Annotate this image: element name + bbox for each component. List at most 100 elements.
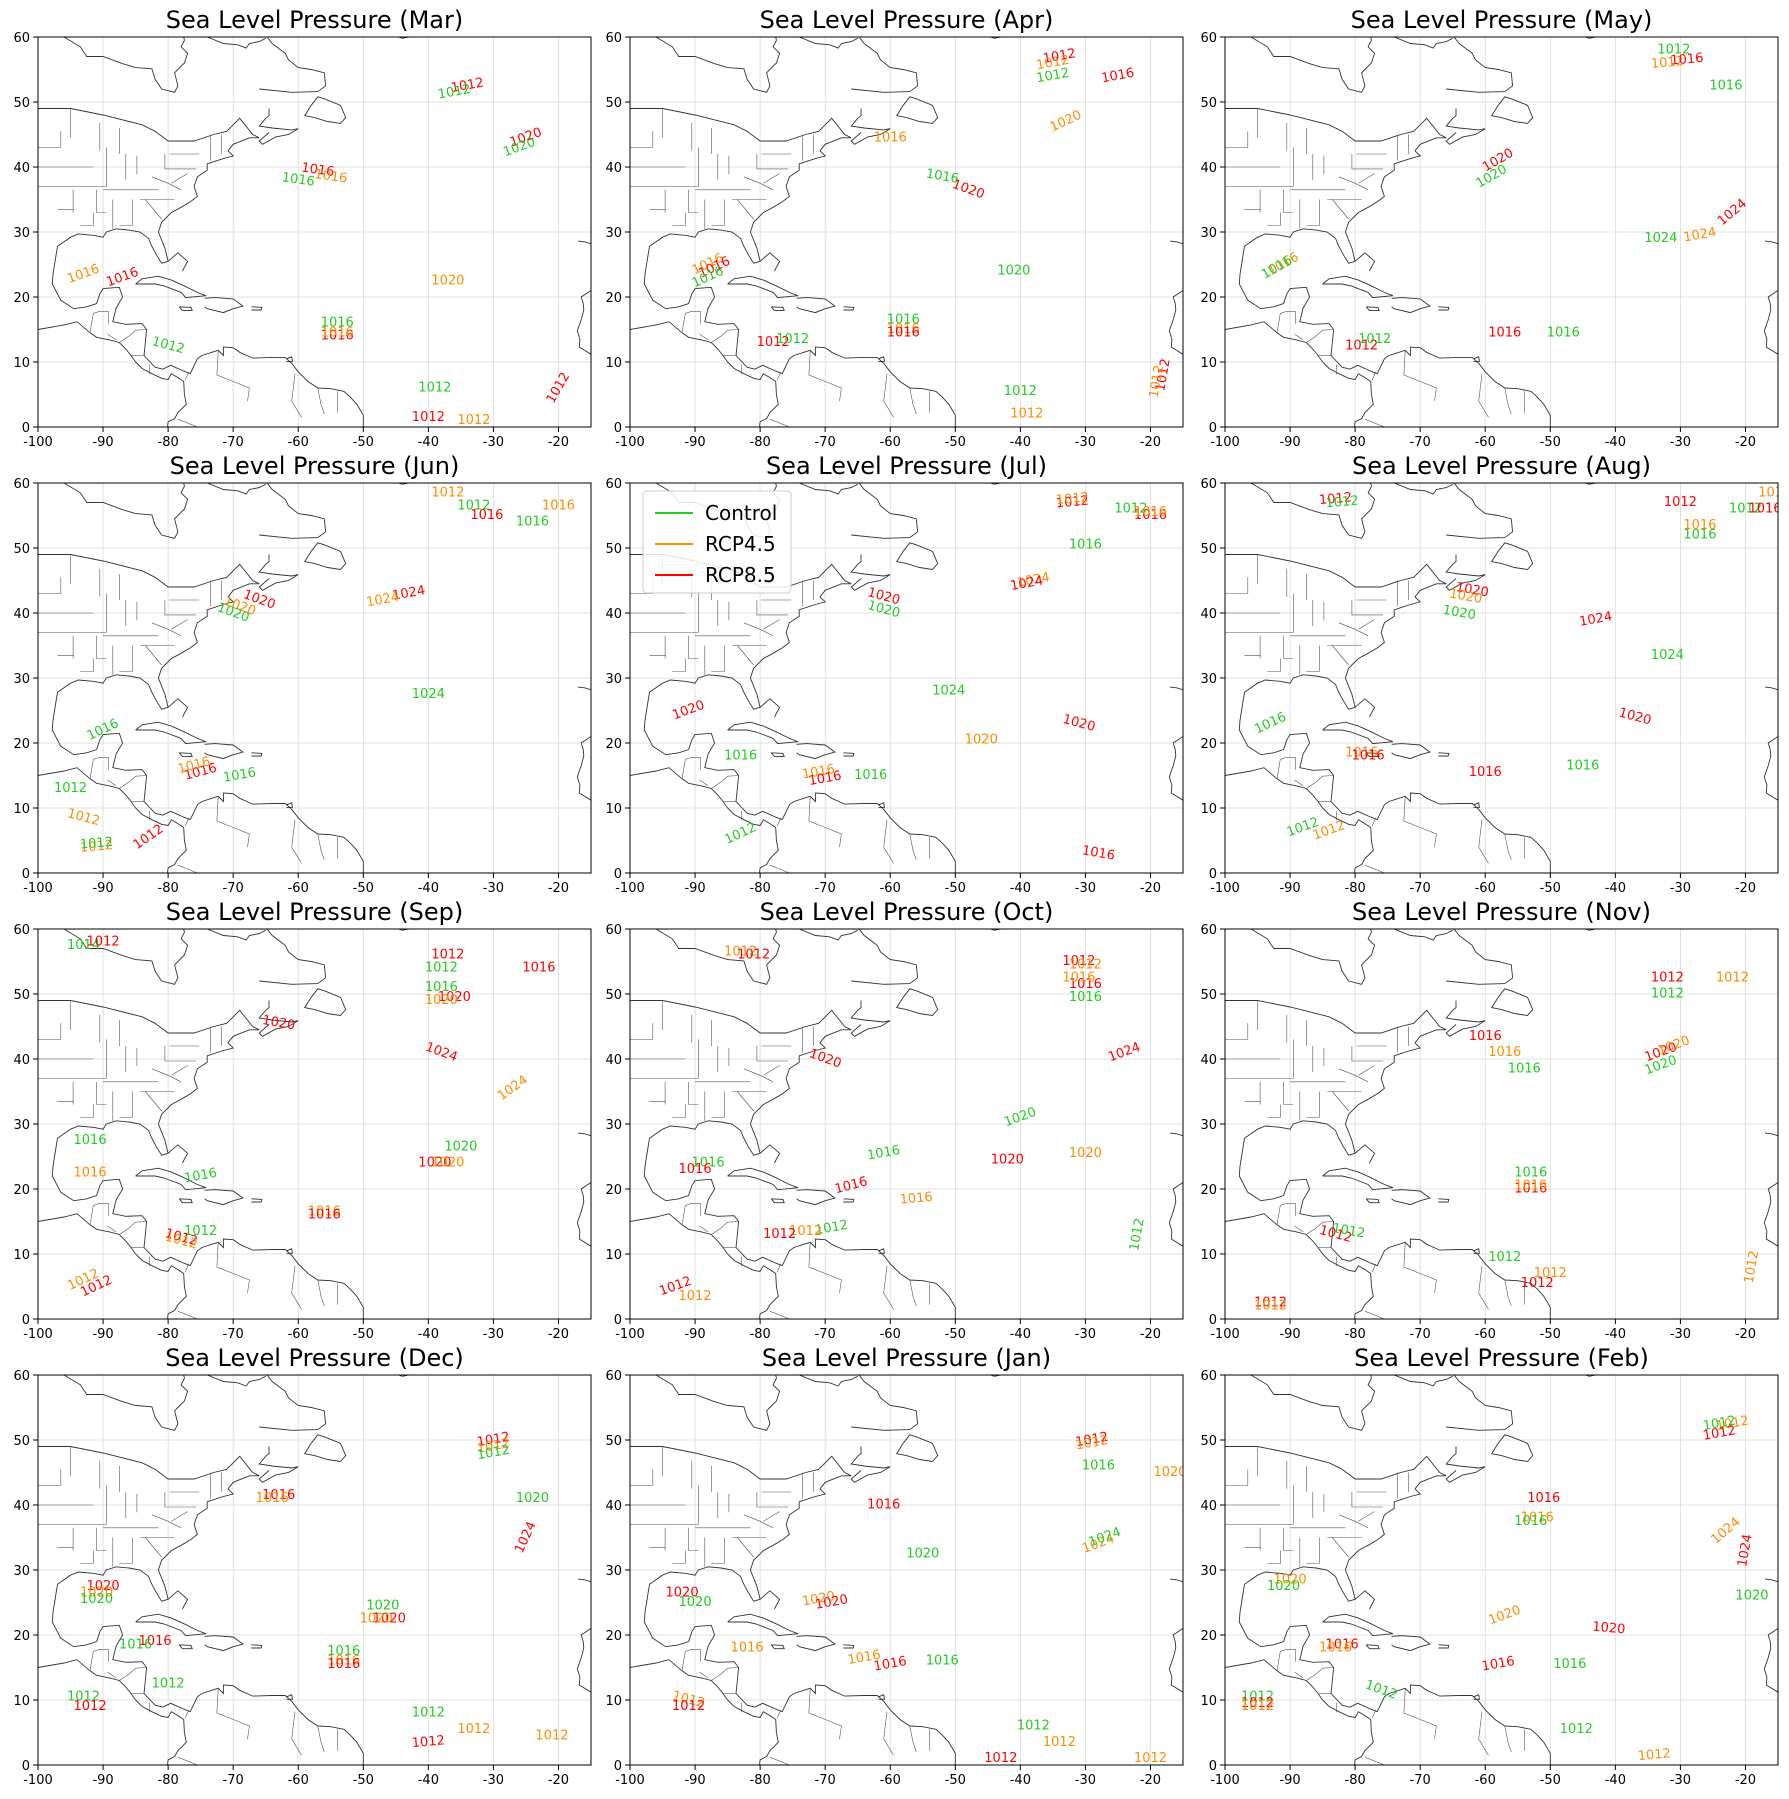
borders bbox=[630, 108, 930, 427]
coastline-path bbox=[1490, 988, 1534, 1016]
y-tick-label: 20 bbox=[13, 1183, 30, 1198]
contour-label: 1020 bbox=[444, 1139, 477, 1154]
contour-label: 1016 bbox=[1069, 537, 1102, 552]
y-tick-label: 30 bbox=[13, 1118, 30, 1133]
contour-label: 1020 bbox=[906, 1546, 939, 1561]
border-path bbox=[743, 176, 774, 191]
coastline-path bbox=[577, 686, 591, 691]
coastline bbox=[38, 929, 591, 1319]
contour-label: 1012 bbox=[1241, 1696, 1274, 1711]
coastline-path bbox=[38, 1213, 187, 1319]
x-tick-label: -60 bbox=[880, 881, 901, 896]
border-path bbox=[756, 154, 789, 170]
x-tick-label: -30 bbox=[1075, 1773, 1096, 1788]
contour-label: 1012 bbox=[418, 381, 451, 396]
contour-label: 1012 bbox=[1035, 53, 1070, 74]
contour-label: 1024 bbox=[1016, 570, 1051, 591]
x-tick-label: -30 bbox=[1670, 435, 1691, 450]
y-tick-label: 30 bbox=[605, 1564, 622, 1579]
contour-label: 1016 bbox=[873, 1654, 908, 1675]
contour-label: 1012 bbox=[1325, 494, 1359, 512]
border-path bbox=[909, 833, 917, 861]
x-tick-label: -90 bbox=[92, 1773, 113, 1788]
y-tick-label: 60 bbox=[605, 923, 622, 938]
coastline-path bbox=[1763, 1628, 1778, 1693]
y-tick-label: 10 bbox=[13, 1248, 30, 1263]
x-tick-label: -80 bbox=[750, 1773, 771, 1788]
border-path bbox=[89, 1203, 109, 1225]
contour-label: 1016 bbox=[1062, 970, 1095, 985]
x-tick-label: -50 bbox=[353, 1327, 374, 1342]
contour-label: 1012 bbox=[184, 1224, 217, 1239]
coastline-path bbox=[1764, 686, 1778, 691]
y-tick-label: 30 bbox=[13, 672, 30, 687]
coastline-path bbox=[1446, 483, 1514, 539]
coastline-path bbox=[1168, 290, 1183, 355]
border-path bbox=[737, 199, 754, 220]
border-path bbox=[96, 189, 107, 213]
contour-label: 1016 bbox=[1319, 1641, 1352, 1656]
coastline-path bbox=[727, 1167, 799, 1191]
coastline-path bbox=[178, 752, 193, 758]
coastline-path bbox=[576, 1182, 591, 1247]
coastline-path bbox=[204, 297, 244, 314]
y-tick-label: 10 bbox=[1200, 356, 1217, 371]
y-tick-label: 30 bbox=[1200, 226, 1217, 241]
contour-label: 1012 bbox=[1702, 1423, 1737, 1444]
x-tick-label: -60 bbox=[1475, 435, 1496, 450]
coastline-path bbox=[135, 1167, 207, 1191]
coastline-path bbox=[1225, 108, 1551, 427]
y-tick-label: 10 bbox=[1200, 1694, 1217, 1709]
x-tick-label: -70 bbox=[1410, 1773, 1431, 1788]
contour-label: 1016 bbox=[1134, 505, 1167, 520]
coastline-path bbox=[1168, 1628, 1183, 1693]
panel-title: Sea Level Pressure (Apr) bbox=[760, 6, 1054, 34]
x-tick-label: -90 bbox=[1279, 435, 1300, 450]
x-tick-label: -20 bbox=[1140, 1773, 1161, 1788]
border-path bbox=[216, 350, 250, 402]
coastline-path bbox=[1446, 1375, 1514, 1431]
coastline-path bbox=[895, 1434, 939, 1462]
coastline-path bbox=[251, 1198, 263, 1203]
coastline-path bbox=[251, 306, 263, 311]
coastline-path bbox=[167, 1144, 189, 1164]
x-tick-label: -70 bbox=[223, 881, 244, 896]
contour-label: 1016 bbox=[1508, 1061, 1541, 1076]
x-tick-label: -20 bbox=[1735, 1773, 1756, 1788]
contour-label: 1012 bbox=[1742, 1249, 1763, 1284]
y-tick-label: 10 bbox=[605, 1248, 622, 1263]
panel-title: Sea Level Pressure (Jul) bbox=[766, 452, 1047, 480]
coastline-path bbox=[843, 1198, 855, 1203]
contour-label: 1012 bbox=[984, 1751, 1017, 1766]
x-tick-label: -30 bbox=[483, 1327, 504, 1342]
contour-label: 1012 bbox=[672, 1699, 705, 1714]
contour-label: 1012 bbox=[1358, 332, 1391, 347]
x-tick-label: -70 bbox=[815, 435, 836, 450]
contour-label: 1016 bbox=[300, 161, 335, 180]
border-path bbox=[711, 329, 739, 343]
ticks: -100 -90 -80 -70 -60 -50 -40 -30 -20 0 10 20 30 40 50 6… bbox=[1200, 923, 1756, 1342]
border-path bbox=[1332, 199, 1349, 220]
border-path bbox=[164, 1046, 197, 1062]
y-tick-label: 30 bbox=[1200, 672, 1217, 687]
y-tick-label: 20 bbox=[1200, 737, 1217, 752]
border-path bbox=[151, 176, 182, 191]
contour-label: 1016 bbox=[1352, 749, 1385, 764]
contour-label: 1016 bbox=[1345, 745, 1378, 760]
border-path bbox=[681, 311, 701, 333]
borders bbox=[630, 1000, 930, 1319]
contour-label: 1016 bbox=[679, 1162, 712, 1177]
border-path bbox=[1338, 176, 1369, 191]
border-path bbox=[171, 619, 188, 630]
coastline-path bbox=[895, 542, 939, 570]
borders bbox=[38, 1000, 338, 1319]
contour-label: 1020 bbox=[1267, 1579, 1300, 1594]
coastline-path bbox=[850, 108, 891, 145]
border-path bbox=[119, 199, 133, 226]
border-path bbox=[756, 1046, 789, 1062]
border-path bbox=[737, 645, 754, 666]
border-path bbox=[1504, 1279, 1512, 1307]
coastline-path bbox=[1445, 1446, 1486, 1483]
coastline-path bbox=[851, 483, 919, 539]
